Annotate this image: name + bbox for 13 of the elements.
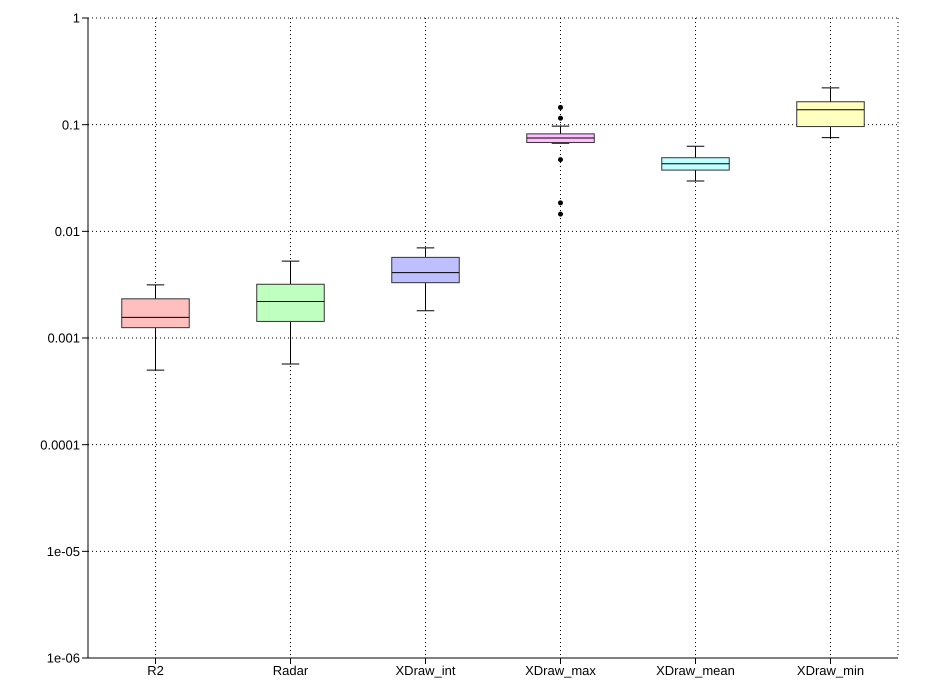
x-tick-label: XDraw_min: [796, 663, 864, 678]
y-tick-label: 0.01: [54, 224, 80, 239]
x-tick-label: XDraw_mean: [656, 663, 735, 678]
x-tick-label: R2: [147, 663, 164, 678]
y-tick-label: 0.001: [47, 330, 80, 346]
y-tick-label: 1e-06: [46, 650, 80, 666]
x-tick-label: XDraw_int: [396, 663, 456, 678]
y-tick-label: 1e-05: [46, 544, 80, 559]
y-tick-label: 1: [72, 10, 80, 26]
y-tick-label: 0.0001: [40, 437, 80, 452]
x-tick-label: XDraw_max: [525, 663, 596, 678]
y-tick-label: 0.1: [62, 117, 80, 132]
x-tick-label: Radar: [272, 663, 309, 678]
